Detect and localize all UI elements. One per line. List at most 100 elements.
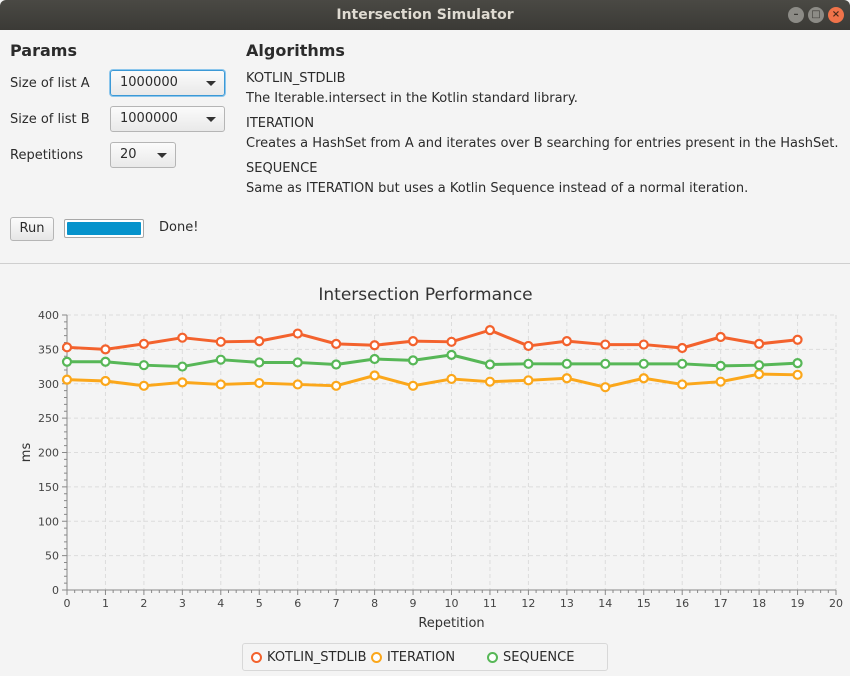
x-tick-label: 13 (560, 597, 574, 610)
x-tick-label: 15 (637, 597, 651, 610)
x-tick-label: 2 (140, 597, 147, 610)
data-point-iteration (561, 373, 572, 384)
legend-marker-icon (487, 652, 498, 663)
data-point-iteration (215, 379, 226, 390)
y-tick-label: 250 (38, 412, 59, 425)
data-point-sequence (177, 361, 188, 372)
size-b-combo[interactable]: 1000000 (110, 106, 225, 132)
data-point-iteration (753, 369, 765, 380)
performance-chart: Intersection Performance 0 50 100 150 200 250 3… (19, 285, 843, 631)
y-tick-label: 100 (38, 515, 59, 528)
data-point-sequence (561, 358, 572, 369)
x-tick-label: 5 (256, 597, 263, 610)
data-point-sequence (484, 359, 496, 370)
data-point-sequence (523, 358, 534, 369)
data-point-iteration (638, 373, 649, 384)
size-a-combo[interactable]: 1000000 (110, 70, 225, 96)
algo-name-kotlin-stdlib: KOTLIN_STDLIB (246, 71, 346, 86)
x-tick-label: 16 (675, 597, 689, 610)
close-icon[interactable]: × (828, 7, 844, 23)
data-point-iteration (446, 373, 457, 385)
y-tick-label: 200 (38, 447, 59, 460)
data-point-kotlin-stdlib (638, 339, 649, 350)
data-point-sequence (792, 358, 803, 369)
algo-desc-iteration: Creates a HashSet from A and iterates ov… (246, 136, 839, 151)
algo-name-sequence: SEQUENCE (246, 161, 318, 176)
window-title: Intersection Simulator (336, 7, 514, 23)
size-b-label: Size of list B (10, 112, 90, 127)
data-point-sequence (753, 360, 765, 371)
size-b-value: 1000000 (120, 111, 178, 126)
data-point-sequence (331, 359, 342, 370)
legend-label: KOTLIN_STDLIB (267, 650, 367, 665)
data-point-sequence (638, 358, 649, 369)
data-point-kotlin-stdlib (100, 344, 111, 355)
y-tick-label: 350 (38, 343, 59, 356)
data-point-sequence (215, 354, 226, 365)
legend-item-kotlin-stdlib: KOTLIN_STDLIB (251, 650, 367, 665)
series-line-kotlin-stdlib (66, 328, 798, 351)
y-tick-label: 150 (38, 481, 59, 494)
x-tick-label: 11 (483, 597, 497, 610)
data-point-sequence (715, 360, 726, 371)
data-point-iteration (523, 375, 534, 386)
data-point-kotlin-stdlib (331, 338, 342, 349)
data-point-kotlin-stdlib (792, 334, 803, 345)
data-point-kotlin-stdlib (407, 336, 419, 347)
data-point-iteration (369, 370, 380, 381)
data-point-iteration (331, 380, 342, 391)
algo-desc-sequence: Same as ITERATION but uses a Kotlin Sequ… (246, 181, 749, 196)
legend-label: ITERATION (387, 650, 456, 665)
data-point-kotlin-stdlib (177, 332, 188, 343)
repetitions-combo[interactable]: 20 (110, 142, 176, 168)
data-point-iteration (254, 377, 265, 389)
params-heading: Params (10, 41, 77, 60)
chevron-down-icon (206, 117, 216, 122)
repetitions-label: Repetitions (10, 148, 84, 163)
chart-title: Intersection Performance (318, 285, 532, 305)
progress-bar (64, 219, 144, 238)
data-point-kotlin-stdlib (715, 331, 726, 343)
data-point-sequence (407, 355, 419, 366)
data-point-sequence (138, 360, 149, 371)
data-point-sequence (369, 353, 380, 365)
run-button[interactable]: Run (10, 217, 54, 241)
data-point-iteration (61, 374, 73, 385)
size-a-value: 1000000 (120, 75, 178, 90)
data-point-iteration (138, 380, 149, 391)
data-point-kotlin-stdlib (254, 336, 265, 347)
algo-name-iteration: ITERATION (246, 116, 315, 131)
data-point-iteration (484, 376, 496, 387)
data-point-kotlin-stdlib (369, 340, 380, 351)
data-point-iteration (677, 379, 688, 390)
x-tick-label: 17 (714, 597, 728, 610)
series-line-sequence (67, 353, 798, 369)
data-point-kotlin-stdlib (138, 338, 149, 349)
x-tick-label: 20 (829, 597, 843, 610)
maximize-icon[interactable]: □ (808, 7, 824, 23)
chevron-down-icon (157, 153, 167, 158)
x-tick-label: 14 (598, 597, 612, 610)
chevron-down-icon (206, 81, 216, 86)
repetitions-value: 20 (120, 147, 137, 162)
data-point-iteration (715, 376, 726, 387)
data-point-kotlin-stdlib (753, 338, 765, 349)
data-point-kotlin-stdlib (215, 336, 226, 347)
data-point-sequence (292, 357, 303, 368)
y-tick-label: 0 (52, 584, 59, 597)
minimize-icon[interactable]: – (788, 7, 804, 23)
data-point-iteration (100, 375, 111, 387)
status-text: Done! (159, 220, 199, 235)
legend-marker-icon (371, 652, 382, 663)
algorithms-heading: Algorithms (246, 41, 345, 60)
data-point-iteration (792, 369, 803, 380)
size-a-label: Size of list A (10, 76, 90, 91)
series-line-iteration (66, 372, 798, 389)
progress-fill (67, 222, 141, 235)
data-point-kotlin-stdlib (677, 342, 688, 354)
data-point-iteration (177, 377, 188, 388)
x-tick-label: 7 (333, 597, 340, 610)
x-tick-label: 4 (217, 597, 224, 610)
data-point-kotlin-stdlib (292, 328, 303, 339)
y-tick-label: 50 (45, 550, 59, 563)
